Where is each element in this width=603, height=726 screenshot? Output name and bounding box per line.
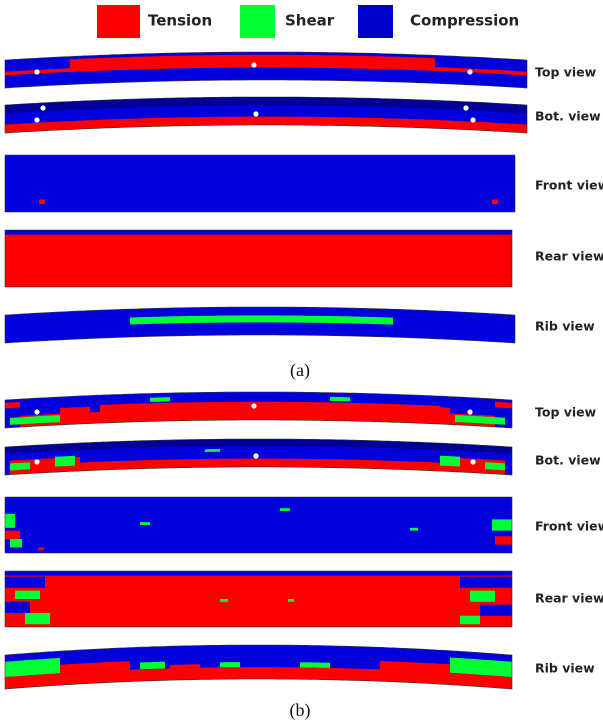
bolt-hole — [34, 117, 39, 122]
element-region — [5, 571, 512, 627]
compression-swatch — [358, 5, 393, 38]
element-region — [440, 456, 460, 467]
element-region — [495, 536, 512, 544]
element-region — [492, 200, 498, 205]
view-label: Top view — [535, 405, 597, 420]
element-region — [5, 230, 512, 287]
bolt-hole — [34, 69, 39, 74]
element-region — [288, 599, 294, 602]
element-region — [5, 602, 30, 613]
bolt-hole — [253, 453, 258, 458]
view-label: Rear view — [535, 249, 603, 264]
element-region — [140, 522, 150, 525]
element-region — [5, 531, 20, 539]
element-region — [5, 307, 515, 343]
view-label: Top view — [535, 65, 597, 80]
view-label: Bot. view — [535, 453, 601, 468]
element-region — [480, 605, 512, 616]
element-region — [25, 613, 50, 624]
element-region — [220, 662, 240, 667]
bolt-hole — [470, 459, 475, 464]
element-region — [5, 230, 512, 235]
element-region — [280, 508, 290, 511]
bolt-hole — [467, 69, 472, 74]
element-region — [220, 599, 228, 602]
panel-label: (a) — [290, 360, 310, 381]
element-region — [15, 591, 40, 599]
element-region — [55, 456, 75, 467]
element-region — [330, 397, 350, 402]
bolt-hole — [467, 409, 472, 414]
bolt-hole — [251, 62, 256, 67]
element-region — [5, 402, 20, 409]
element-region — [140, 662, 165, 670]
element-region — [460, 616, 480, 624]
element-region — [5, 497, 512, 553]
panel-label: (b) — [290, 700, 311, 721]
element-region — [205, 449, 220, 452]
legend-label: Tension — [148, 12, 212, 30]
view-label: Rib view — [535, 661, 595, 676]
element-region — [10, 539, 22, 547]
element-region — [5, 571, 512, 576]
element-region — [485, 462, 505, 470]
bolt-hole — [251, 403, 256, 408]
view-label: Rear view — [535, 591, 603, 606]
legend-label: Compression — [410, 12, 519, 30]
fe-results — [5, 52, 527, 689]
view-label: Front view — [535, 519, 603, 534]
figure: Tension Shear Compression Top view Bot. … — [0, 0, 603, 726]
element-region — [492, 519, 512, 530]
element-region — [410, 528, 418, 531]
element-region — [100, 402, 440, 424]
bolt-hole — [40, 105, 45, 110]
element-region — [460, 577, 512, 588]
bolt-hole — [34, 459, 39, 464]
element-region — [5, 577, 45, 588]
element-region — [170, 664, 200, 668]
legend-label: Shear — [285, 12, 335, 30]
bolt-hole — [470, 117, 475, 122]
element-region — [300, 662, 330, 668]
element-region — [10, 462, 30, 470]
bolt-hole — [34, 409, 39, 414]
tension-swatch — [97, 5, 140, 38]
element-region — [150, 397, 170, 402]
element-region — [5, 155, 515, 212]
element-region — [39, 200, 45, 205]
view-label: Front view — [535, 178, 603, 193]
bolt-hole — [463, 105, 468, 110]
element-region — [470, 591, 495, 602]
element-region — [5, 514, 15, 528]
element-region — [495, 402, 512, 409]
view-label: Bot. view — [535, 109, 601, 124]
element-region — [38, 547, 44, 550]
shear-swatch — [240, 5, 275, 38]
bolt-hole — [253, 111, 258, 116]
view-label: Rib view — [535, 319, 595, 334]
